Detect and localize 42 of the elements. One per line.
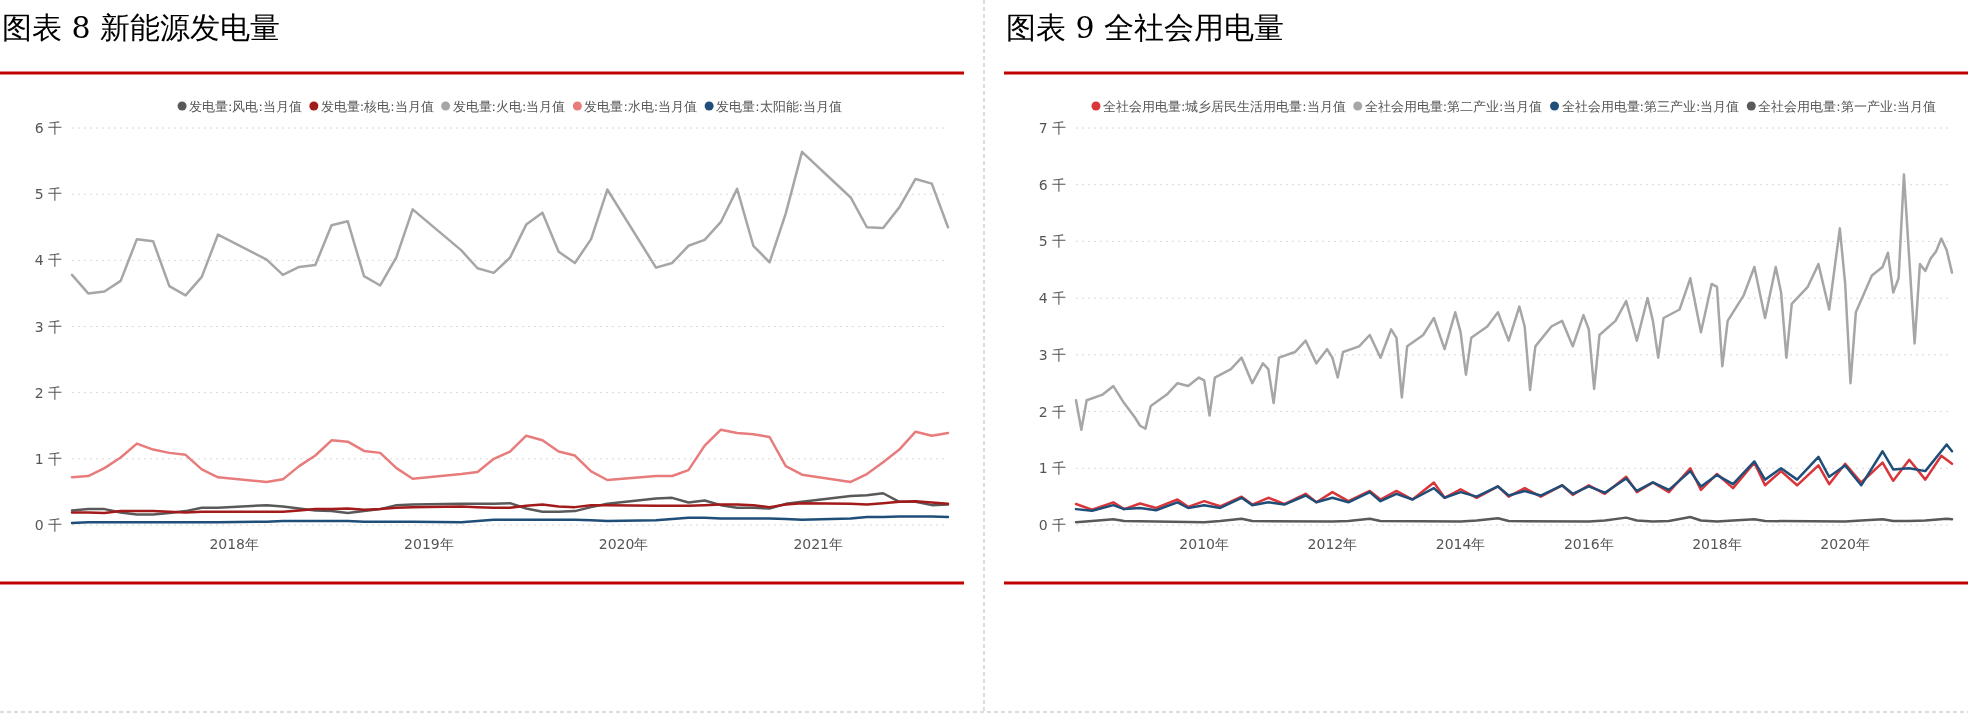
y-tick-label: 1 千 bbox=[1038, 460, 1066, 477]
y-tick-label: 6 千 bbox=[34, 120, 62, 136]
y-tick-label: 2 千 bbox=[1038, 403, 1066, 420]
chart-title: 图表 9 全社会用电量 bbox=[1006, 10, 1285, 45]
legend-label: 全社会用电量:第一产业:当月值 bbox=[1758, 99, 1937, 114]
x-tick-label: 2012年 bbox=[1307, 536, 1358, 552]
x-tick-label: 2019年 bbox=[404, 536, 454, 552]
line-series bbox=[70, 499, 950, 515]
line-series bbox=[1074, 173, 1954, 431]
y-tick-label: 2 千 bbox=[34, 384, 62, 401]
x-tick-label: 2018年 bbox=[209, 536, 260, 552]
y-tick-label: 1 千 bbox=[34, 450, 62, 467]
legend-label: 发电量:核电:当月值 bbox=[320, 99, 434, 114]
x-tick-label: 2020年 bbox=[598, 536, 649, 552]
y-tick-label: 5 千 bbox=[34, 186, 62, 203]
y-tick-label: 4 千 bbox=[34, 252, 62, 269]
x-tick-label: 2021年 bbox=[793, 536, 844, 552]
x-tick-label: 2016年 bbox=[1563, 536, 1614, 552]
y-tick-label: 4 千 bbox=[1038, 290, 1066, 307]
line-series bbox=[1074, 443, 1954, 513]
x-tick-label: 2018年 bbox=[1692, 536, 1742, 552]
legend-label: 发电量:风电:当月值 bbox=[189, 99, 302, 114]
legend-label: 全社会用电量:第三产业:当月值 bbox=[1561, 99, 1740, 114]
y-tick-label: 3 千 bbox=[1038, 346, 1066, 363]
legend-label: 发电量:火电:当月值 bbox=[452, 99, 566, 114]
legend-label: 全社会用电量:城乡居民生活用电量:当月值 bbox=[1102, 99, 1346, 114]
chart-title: 图表 8 新能源发电量 bbox=[2, 10, 281, 45]
x-tick-label: 2020年 bbox=[1820, 536, 1870, 552]
line-series bbox=[70, 515, 950, 525]
line-series bbox=[70, 150, 950, 297]
legend-label: 发电量:水电:当月值 bbox=[584, 99, 698, 114]
y-tick-label: 3 千 bbox=[34, 318, 62, 335]
x-tick-label: 2014年 bbox=[1435, 536, 1486, 552]
y-tick-label: 6 千 bbox=[1038, 176, 1066, 193]
legend-label: 全社会用电量:第二产业:当月值 bbox=[1364, 99, 1543, 114]
y-tick-label: 0 千 bbox=[34, 517, 62, 533]
line-series bbox=[70, 428, 950, 484]
x-tick-label: 2010年 bbox=[1179, 536, 1230, 552]
y-tick-label: 0 千 bbox=[1038, 517, 1066, 533]
y-tick-label: 7 千 bbox=[1038, 120, 1066, 136]
legend-label: 发电量:太阳能:当月值 bbox=[716, 99, 842, 114]
y-tick-label: 5 千 bbox=[1038, 233, 1066, 250]
